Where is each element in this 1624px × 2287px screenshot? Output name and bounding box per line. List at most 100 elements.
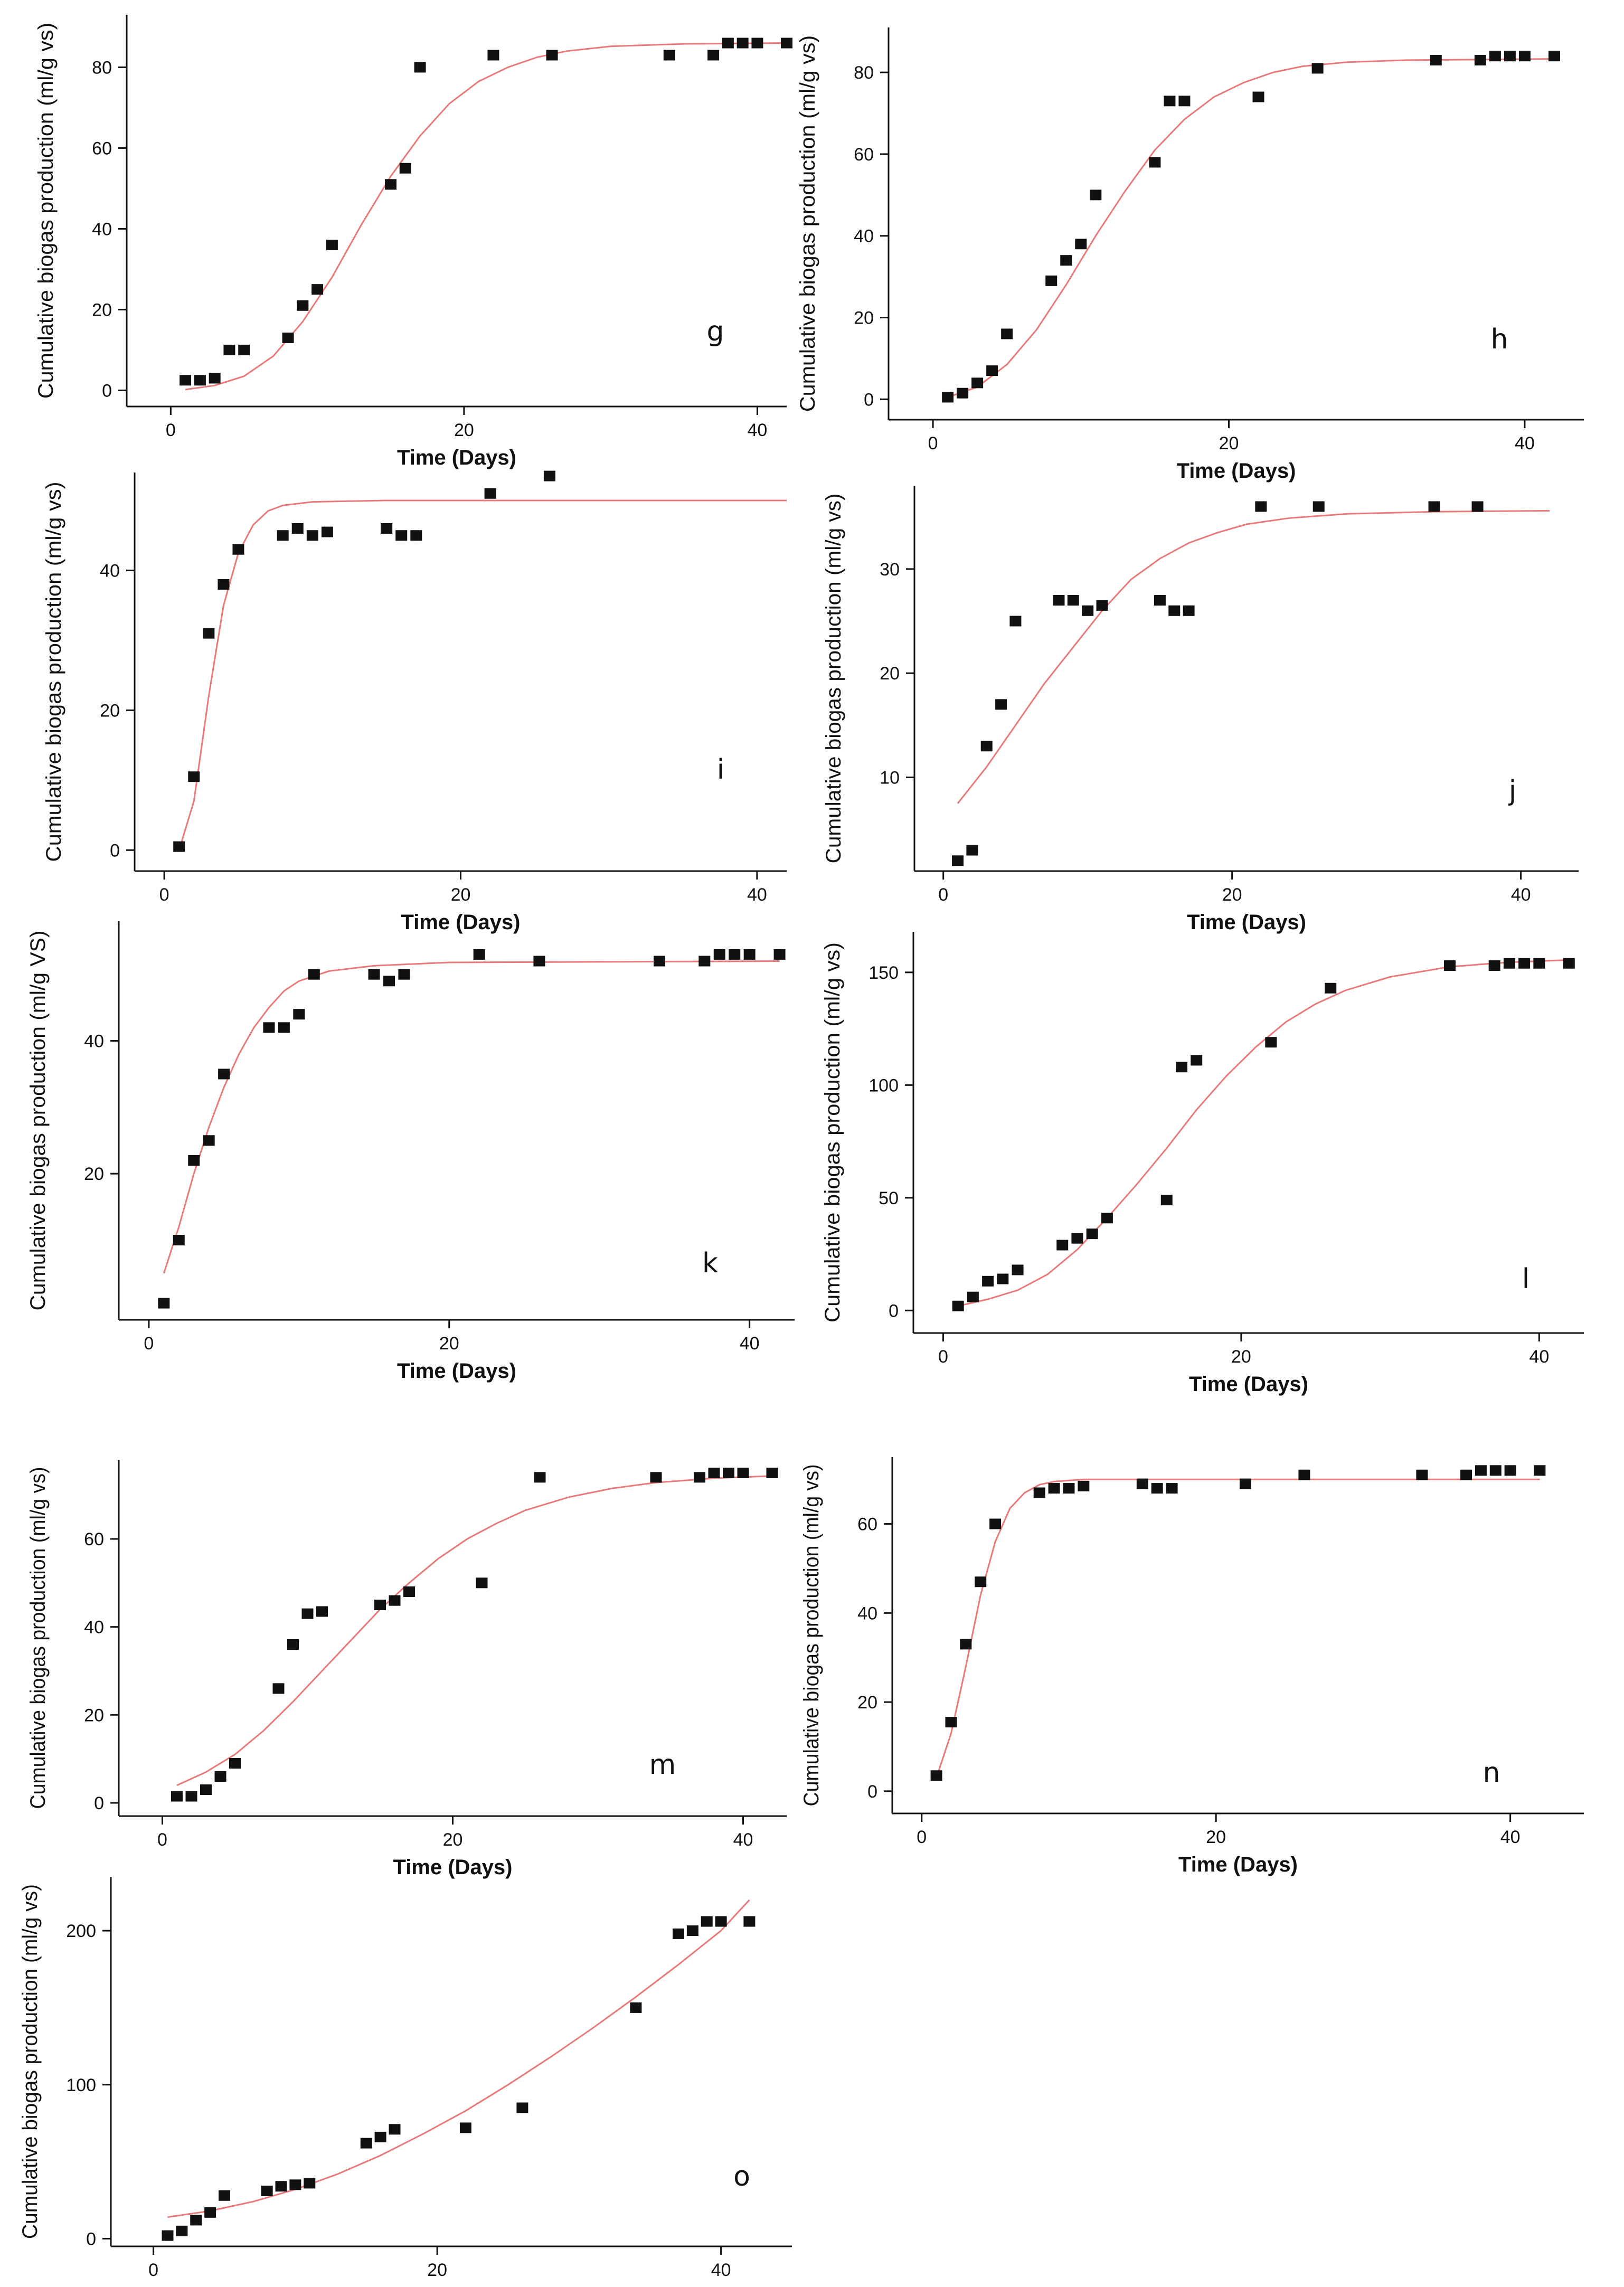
data-point bbox=[995, 699, 1007, 710]
data-point bbox=[698, 956, 711, 967]
y-tick-label: 0 bbox=[889, 1301, 899, 1321]
data-point bbox=[1488, 960, 1500, 971]
data-point bbox=[194, 375, 206, 386]
panel-label: i bbox=[717, 754, 724, 786]
data-point bbox=[1048, 1483, 1060, 1494]
data-point bbox=[729, 949, 741, 960]
data-point bbox=[1151, 1483, 1163, 1494]
data-point bbox=[1154, 595, 1166, 606]
data-point bbox=[773, 949, 786, 960]
y-tick-label: 20 bbox=[100, 701, 120, 721]
data-point bbox=[1101, 1213, 1113, 1224]
x-tick-label: 40 bbox=[1511, 885, 1531, 905]
data-point bbox=[297, 300, 309, 311]
data-point bbox=[1078, 1480, 1090, 1491]
x-tick-label: 0 bbox=[159, 885, 169, 905]
data-point bbox=[1460, 1469, 1472, 1480]
y-tick-label: 40 bbox=[84, 1618, 104, 1638]
data-point bbox=[1033, 1487, 1045, 1498]
data-point bbox=[1136, 1478, 1148, 1489]
chart-panel-j: 0 20 40 10 20 30 Time (Days) Cumulative biogas … bbox=[822, 486, 1579, 934]
data-point bbox=[1504, 1465, 1516, 1476]
x-tick-label: 20 bbox=[1222, 885, 1242, 905]
y-tick-label: 10 bbox=[880, 768, 900, 788]
x-tick-label: 40 bbox=[747, 885, 767, 905]
y-tick-label: 80 bbox=[92, 58, 112, 78]
chart-panel-k: 0 20 40 20 40 Time (Days) Cumulative biogas pr… bbox=[26, 921, 795, 1383]
data-point bbox=[534, 1472, 546, 1483]
x-tick-label: 20 bbox=[439, 1334, 459, 1354]
data-point bbox=[287, 1639, 299, 1650]
data-point bbox=[708, 1468, 720, 1478]
y-tick-label: 20 bbox=[857, 1693, 877, 1713]
data-point bbox=[986, 365, 998, 376]
data-point bbox=[185, 1791, 197, 1802]
x-tick-label: 0 bbox=[166, 420, 176, 440]
x-tick-label: 40 bbox=[1500, 1827, 1521, 1847]
data-point bbox=[1518, 51, 1531, 62]
y-tick-label: 40 bbox=[100, 561, 120, 581]
data-point bbox=[737, 1468, 749, 1478]
data-point bbox=[713, 949, 725, 960]
x-axis-title: Time (Days) bbox=[397, 1359, 516, 1383]
x-tick-label: 0 bbox=[938, 1347, 948, 1367]
data-point bbox=[1255, 501, 1267, 512]
data-point bbox=[1311, 63, 1324, 74]
data-point bbox=[180, 375, 192, 386]
data-point bbox=[229, 1758, 241, 1769]
data-point bbox=[188, 1155, 200, 1166]
y-tick-label: 50 bbox=[879, 1188, 899, 1208]
data-point bbox=[1060, 255, 1072, 266]
data-point bbox=[942, 392, 954, 403]
data-point bbox=[1548, 51, 1560, 62]
chart-panel-i: 0 20 40 0 20 40 Time (Days) Cumulative biogas p… bbox=[42, 470, 787, 934]
data-point bbox=[766, 1468, 778, 1478]
y-tick-label: 60 bbox=[854, 145, 874, 165]
y-tick-label: 200 bbox=[66, 1921, 96, 1941]
data-point bbox=[1053, 595, 1065, 606]
data-point bbox=[1160, 1195, 1173, 1206]
data-point bbox=[989, 1518, 1002, 1529]
data-point bbox=[694, 1472, 705, 1483]
x-tick-label: 40 bbox=[733, 1830, 753, 1850]
x-tick-label: 20 bbox=[454, 420, 474, 440]
x-axis-title: Time (Days) bbox=[1176, 459, 1296, 483]
y-axis-title: Cumulative biogas production (ml/g vs) bbox=[800, 1464, 823, 1807]
data-point bbox=[1056, 1240, 1069, 1251]
chart-panel-g: 0 20 40 0 20 40 60 80 Time (Days) Cumulative biog… bbox=[34, 15, 792, 469]
data-point bbox=[1471, 501, 1484, 512]
data-point bbox=[219, 2190, 230, 2201]
y-tick-label: 60 bbox=[84, 1529, 104, 1549]
data-point bbox=[374, 2131, 386, 2142]
data-point bbox=[673, 1928, 684, 1939]
chart-panel-o: 0 20 40 0 100 200 Time (Days) Cumulative biogas… bbox=[18, 1877, 792, 2287]
data-point bbox=[173, 1235, 185, 1245]
data-point bbox=[715, 1916, 727, 1927]
y-axis-title: Cumulative biogas production (ml/g vs) bbox=[34, 23, 58, 399]
y-tick-label: 30 bbox=[880, 560, 900, 580]
x-tick-label: 0 bbox=[938, 885, 948, 905]
x-axis-title: Time (Days) bbox=[392, 2286, 511, 2287]
data-point bbox=[722, 37, 734, 49]
data-point bbox=[374, 1600, 386, 1610]
data-point bbox=[1082, 605, 1094, 616]
data-point bbox=[1239, 1478, 1251, 1489]
y-tick-label: 20 bbox=[84, 1705, 104, 1725]
x-axis-title: Time (Days) bbox=[1178, 1853, 1298, 1876]
x-tick-label: 0 bbox=[148, 2260, 158, 2280]
data-point bbox=[218, 579, 230, 590]
y-tick-label: 150 bbox=[868, 963, 899, 983]
data-point bbox=[203, 1135, 215, 1146]
fit-curve bbox=[176, 1475, 772, 1787]
data-point bbox=[381, 523, 393, 534]
fit-curve bbox=[957, 509, 1550, 804]
data-point bbox=[368, 969, 380, 980]
data-point bbox=[1298, 1469, 1310, 1480]
y-axis-title: Cumulative biogas production (ml/g vs) bbox=[796, 35, 819, 412]
y-tick-label: 60 bbox=[857, 1515, 877, 1535]
y-tick-label: 0 bbox=[86, 2229, 96, 2249]
y-tick-label: 40 bbox=[854, 226, 874, 247]
data-point bbox=[1012, 1264, 1024, 1275]
data-point bbox=[743, 949, 756, 960]
data-point bbox=[1444, 960, 1456, 971]
